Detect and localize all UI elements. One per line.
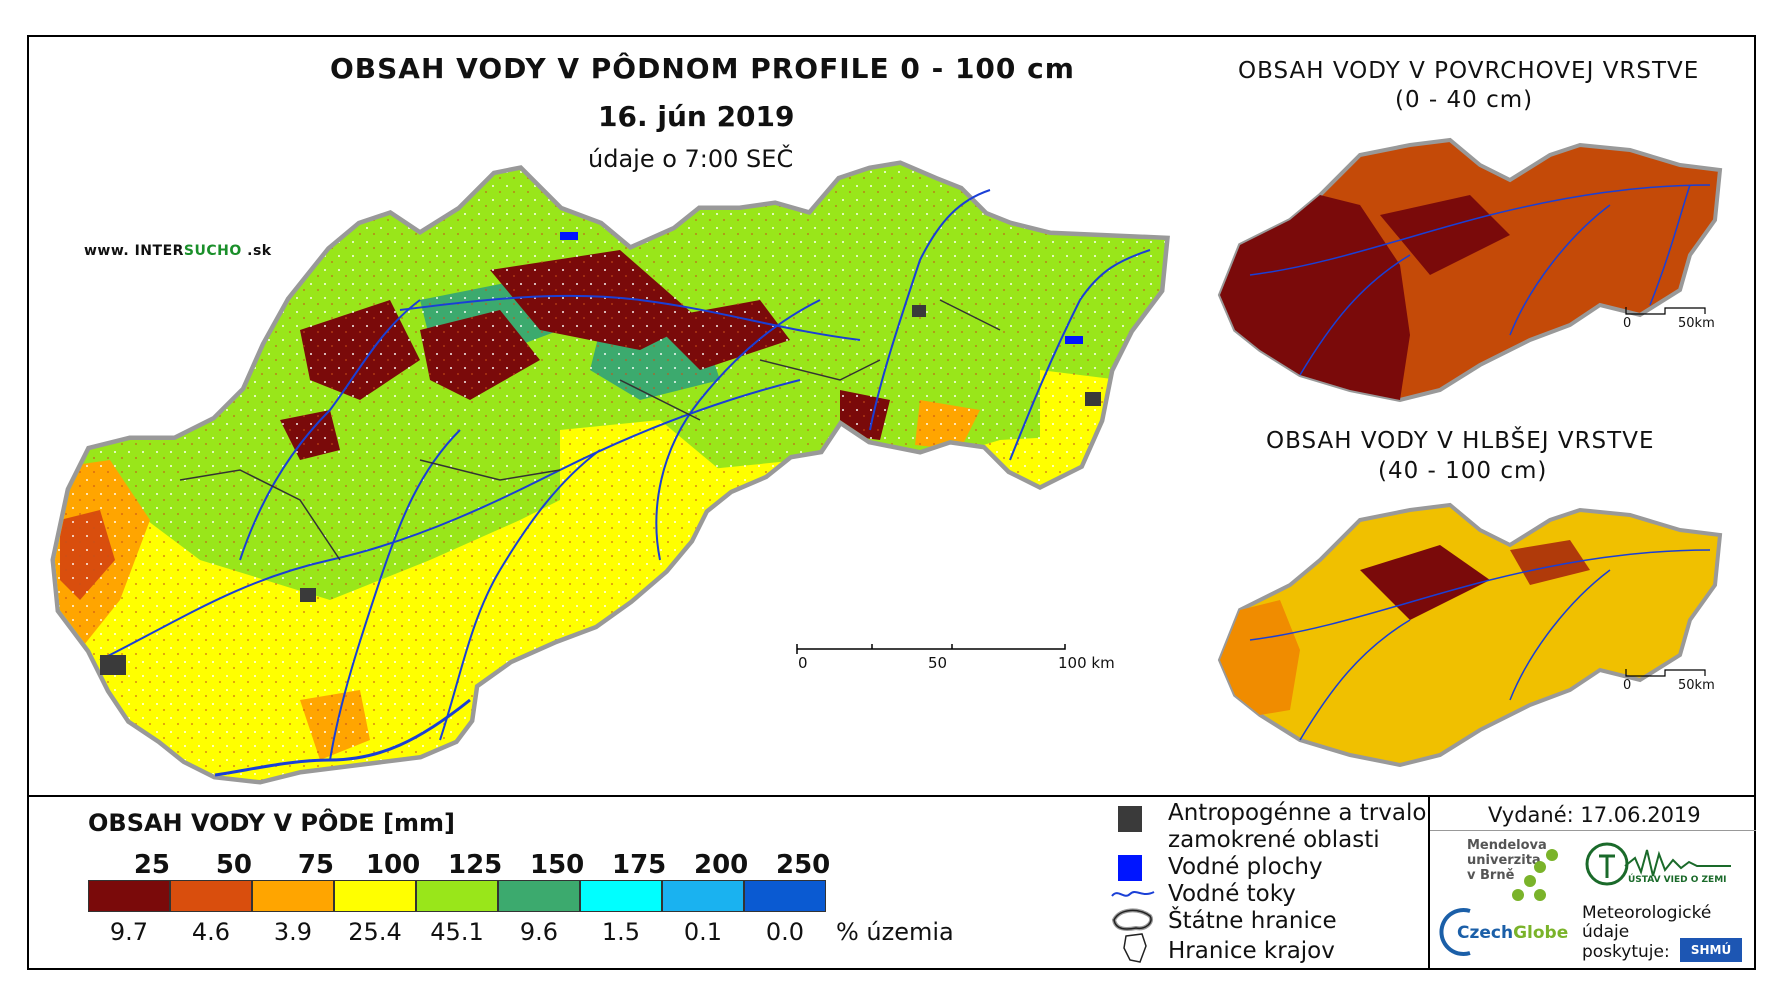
map-time-note: údaje o 7:00 SEČ <box>588 145 794 173</box>
website-highlight: SUCHO <box>183 243 242 259</box>
region-border-symbol <box>1123 933 1147 963</box>
footer-divider <box>1428 795 1430 970</box>
uvz-logo-text: ÚSTAV VIED O ZEMI <box>1628 875 1727 885</box>
legend-percent: 9.7 <box>109 918 149 946</box>
water-body-swatch <box>1118 855 1142 881</box>
map-title: OBSAH VODY V PÔDNOM PROFILE 0 - 100 cm <box>330 52 1075 85</box>
legend-threshold: 75 <box>297 850 334 880</box>
legend-percent: 3.9 <box>273 918 313 946</box>
legend-threshold: 175 <box>612 850 667 880</box>
legend-percent: 4.6 <box>191 918 231 946</box>
legend-percent: 25.4 <box>348 918 402 946</box>
inset-deep-shape <box>1217 502 1723 768</box>
inset-bottom-scale-label-0: 0 <box>1623 678 1632 693</box>
website-prefix: www. INTER <box>84 243 184 259</box>
inset-deep-title: OBSAH VODY V HLBŠEJ VRSTVE <box>1266 428 1655 454</box>
legend-swatch <box>252 880 334 912</box>
meteo-line2: údaje <box>1582 922 1630 942</box>
czechglobe-logo-mark <box>1439 908 1471 956</box>
mendel-logo-line1: Mendelova <box>1467 838 1547 853</box>
mendel-dots-logo <box>1512 849 1558 901</box>
water-bodies-label: Vodné plochy <box>1168 854 1323 880</box>
mendel-logo-line2: univerzita <box>1467 853 1541 868</box>
legend-swatch <box>498 880 580 912</box>
main-scale-label-100: 100 km <box>1058 654 1115 672</box>
legend-swatch <box>580 880 662 912</box>
inset-bottom-scale-label-50: 50km <box>1678 678 1715 693</box>
legend-percent: 0.0 <box>765 918 805 946</box>
inset-top-scale-label-50: 50km <box>1678 316 1715 331</box>
anthropogenic-label-2: zamokrené oblasti <box>1168 827 1380 853</box>
mendel-logo-line3: v Brně <box>1467 868 1515 883</box>
anthropogenic-swatch <box>1118 806 1142 832</box>
czechglobe-logo-text: CzechGlobe <box>1457 923 1569 943</box>
legend-pct-unit: % územia <box>836 918 954 946</box>
issued-date: Vydané: 17.06.2019 <box>1488 803 1701 827</box>
legend-threshold: 100 <box>366 850 421 880</box>
legend-title: OBSAH VODY V PÔDE [mm] <box>88 809 456 837</box>
map-date: 16. jún 2019 <box>598 100 795 133</box>
meteo-line1: Meteorologické <box>1582 903 1712 923</box>
inset-deep-map <box>1217 502 1723 768</box>
legend-threshold: 150 <box>530 850 585 880</box>
region-border-label: Hranice krajov <box>1168 938 1335 964</box>
streams-label: Vodné toky <box>1168 881 1296 907</box>
legend-swatch <box>88 880 170 912</box>
legend-percent: 45.1 <box>430 918 484 946</box>
inset-top-scale-bar <box>1625 307 1706 315</box>
inset-bottom-scale-bar <box>1625 669 1706 677</box>
main-map <box>50 160 1170 785</box>
main-scale-label-0: 0 <box>798 654 808 672</box>
legend-swatch <box>662 880 744 912</box>
legend-threshold: 200 <box>694 850 749 880</box>
issued-divider <box>1430 830 1756 831</box>
inset-surface-depth: (0 - 40 cm) <box>1395 87 1534 113</box>
legend-threshold: 250 <box>776 850 831 880</box>
legend-swatch <box>416 880 498 912</box>
legend-percent: 1.5 <box>601 918 641 946</box>
anthropogenic-label-1: Antropogénne a trvalo <box>1168 800 1427 826</box>
legend-percent: 0.1 <box>683 918 723 946</box>
legend-threshold: 50 <box>215 850 252 880</box>
inset-deep-depth: (40 - 100 cm) <box>1378 458 1548 484</box>
inset-top-scale-label-0: 0 <box>1623 316 1632 331</box>
legend-swatch <box>170 880 252 912</box>
website-link[interactable]: www. INTERSUCHO .sk <box>84 243 272 259</box>
legend-swatch <box>334 880 416 912</box>
main-scale-bar <box>796 644 1066 654</box>
website-suffix: .sk <box>241 243 272 259</box>
main-scale-label-50: 50 <box>928 654 948 672</box>
state-border-label: Štátne hranice <box>1168 908 1337 934</box>
inset-surface-title: OBSAH VODY V POVRCHOVEJ VRSTVE <box>1238 58 1700 84</box>
legend-swatch <box>744 880 826 912</box>
legend-threshold: 125 <box>448 850 503 880</box>
meteo-line3: poskytuje: <box>1582 942 1670 962</box>
stream-symbol <box>1111 891 1155 897</box>
legend-divider <box>27 795 1756 797</box>
shmu-logo: SHMÚ <box>1680 938 1742 962</box>
inset-surface-map <box>1217 137 1723 403</box>
uvz-logo <box>1585 842 1731 886</box>
legend-threshold: 25 <box>133 850 170 880</box>
legend-percent: 9.6 <box>519 918 559 946</box>
state-border-symbol <box>1111 908 1153 931</box>
